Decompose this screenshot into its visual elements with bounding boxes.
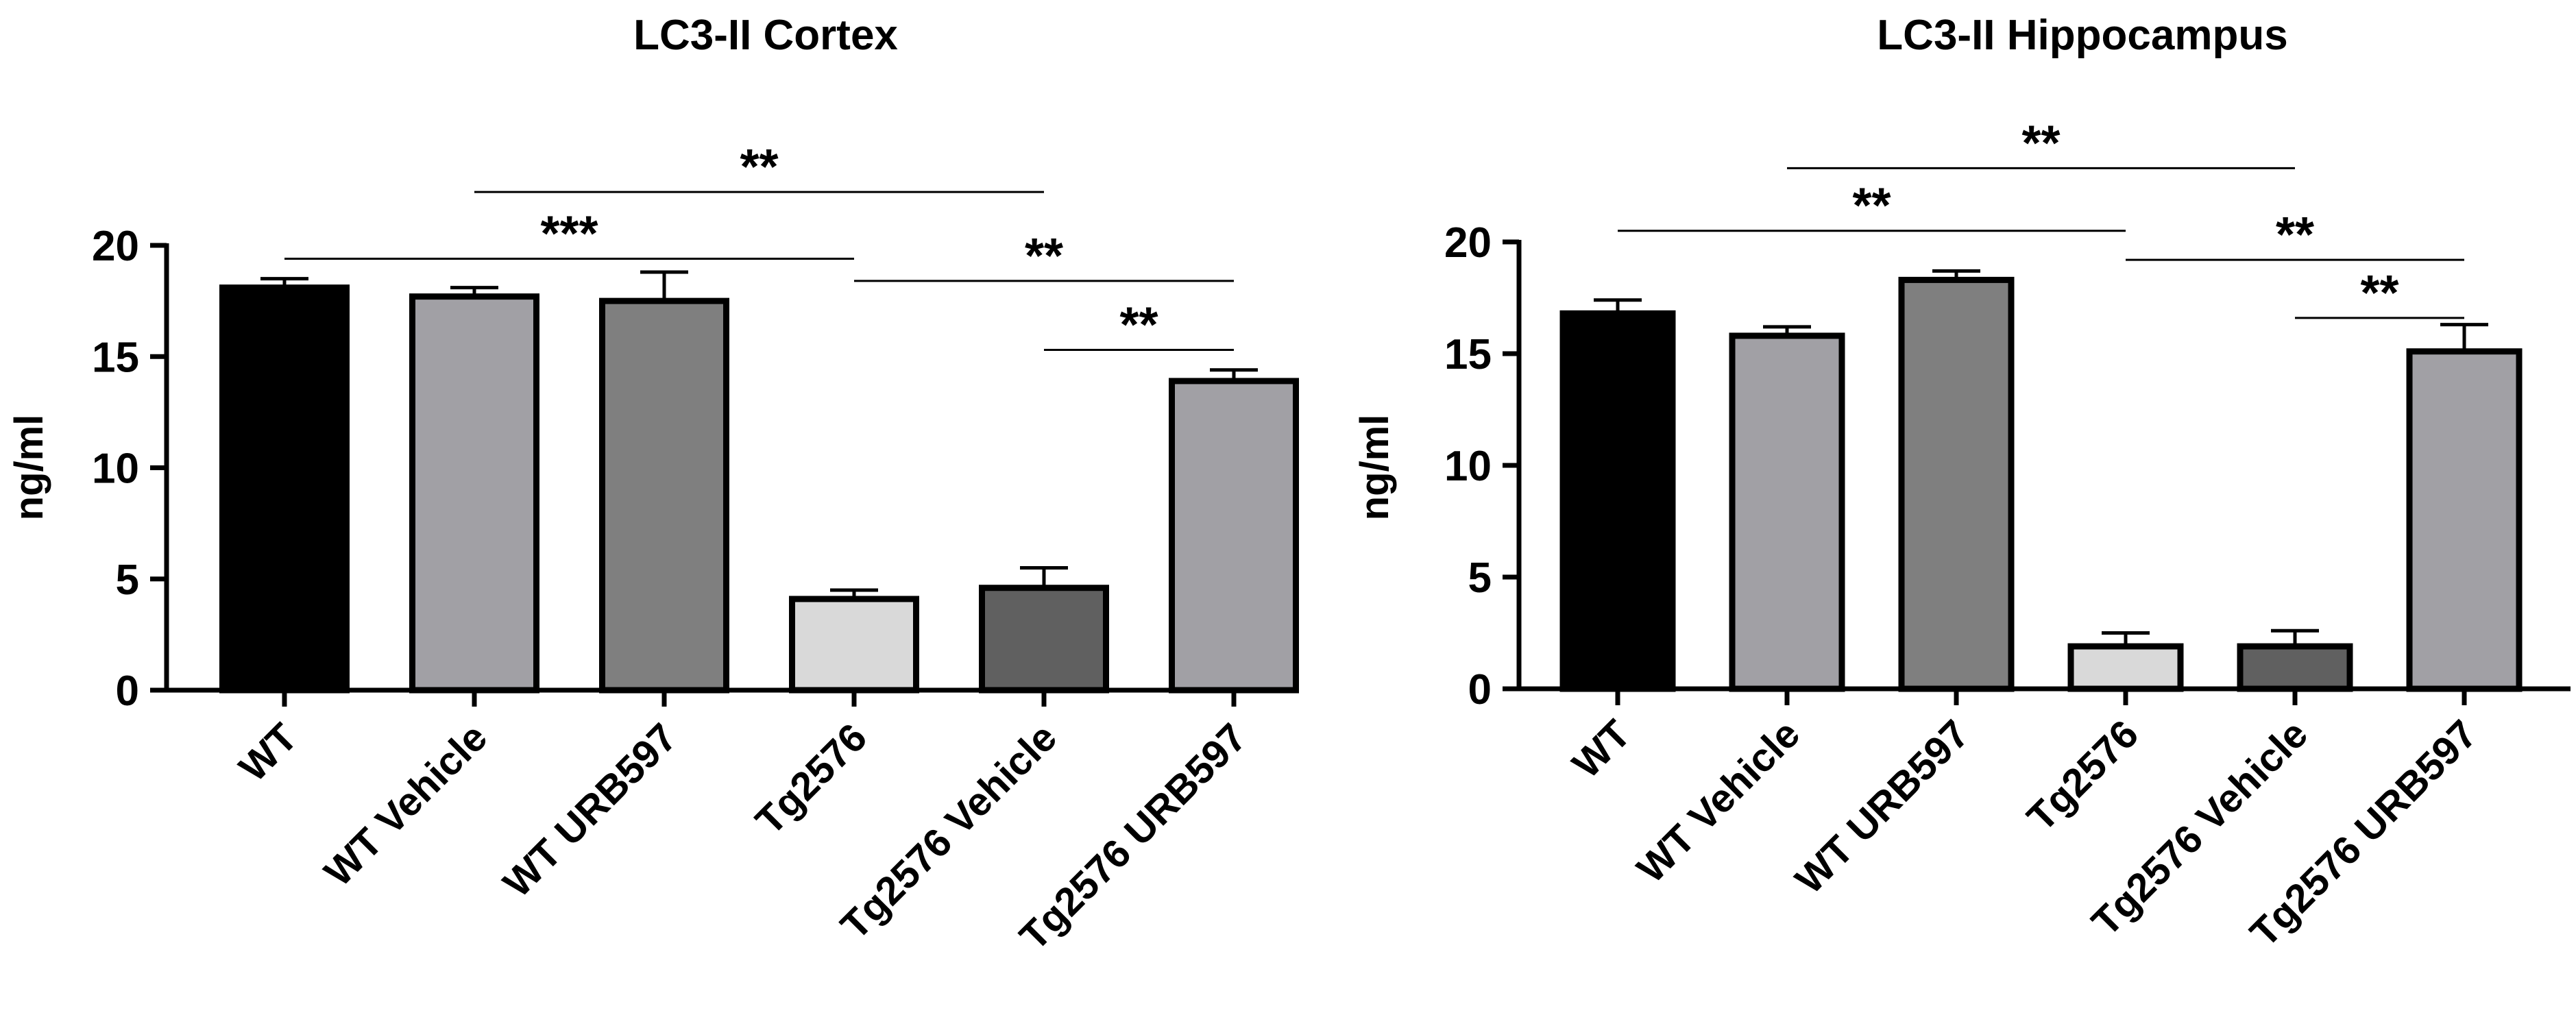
chart-title: LC3-II Cortex — [633, 12, 898, 59]
significance-label: ** — [2360, 266, 2398, 321]
bar — [789, 596, 919, 694]
bar — [409, 293, 539, 694]
y-tick-label: 5 — [116, 557, 139, 604]
x-tick-label: WT Vehicle — [316, 715, 496, 894]
x-tick-label: WT URB597 — [495, 715, 685, 905]
y-tick-label: 15 — [92, 334, 139, 381]
significance-label: ** — [740, 140, 778, 195]
x-tick-label: WT — [230, 715, 306, 790]
y-tick-label: 10 — [1444, 443, 1492, 490]
bar — [599, 297, 729, 694]
y-tick-label: 15 — [1444, 331, 1492, 378]
bar — [979, 585, 1109, 694]
x-tick-label: WT Vehicle — [1629, 711, 1808, 891]
x-tick-label: WT — [1564, 711, 1639, 787]
significance-label: ** — [2276, 208, 2314, 262]
y-axis-label: ng/ml — [7, 415, 51, 521]
y-tick-label: 0 — [116, 668, 139, 715]
significance-label: ** — [1852, 179, 1891, 234]
bar — [1559, 310, 1676, 692]
bar — [1898, 276, 2015, 692]
bar — [2237, 643, 2353, 692]
y-tick-label: 10 — [92, 445, 139, 493]
x-tick-label: WT URB597 — [1787, 711, 1978, 902]
y-tick-label: 5 — [1468, 554, 1492, 602]
y-tick-label: 20 — [1444, 219, 1492, 267]
x-tick-label: Tg2576 — [747, 715, 875, 843]
chart-panel-1: LC3-II Cortex ng/ml 0 5 10 15 20 WT WT VehicleWT… — [7, 12, 1299, 959]
significance-label: *** — [540, 206, 598, 261]
bar — [2067, 643, 2184, 692]
bar — [219, 284, 350, 694]
significance-label: ** — [2021, 116, 2060, 171]
bar — [1169, 378, 1299, 694]
bar — [1729, 332, 1845, 692]
x-tick-label: Tg2576 — [2019, 711, 2147, 840]
significance-label: ** — [1025, 229, 1063, 284]
chart-title: LC3-II Hippocampus — [1877, 12, 2287, 59]
significance-label: ** — [1119, 298, 1158, 353]
y-tick-label: 0 — [1468, 666, 1492, 713]
y-tick-label: 20 — [92, 223, 139, 270]
y-axis-label: ng/ml — [1352, 415, 1397, 521]
bar — [2406, 348, 2523, 692]
